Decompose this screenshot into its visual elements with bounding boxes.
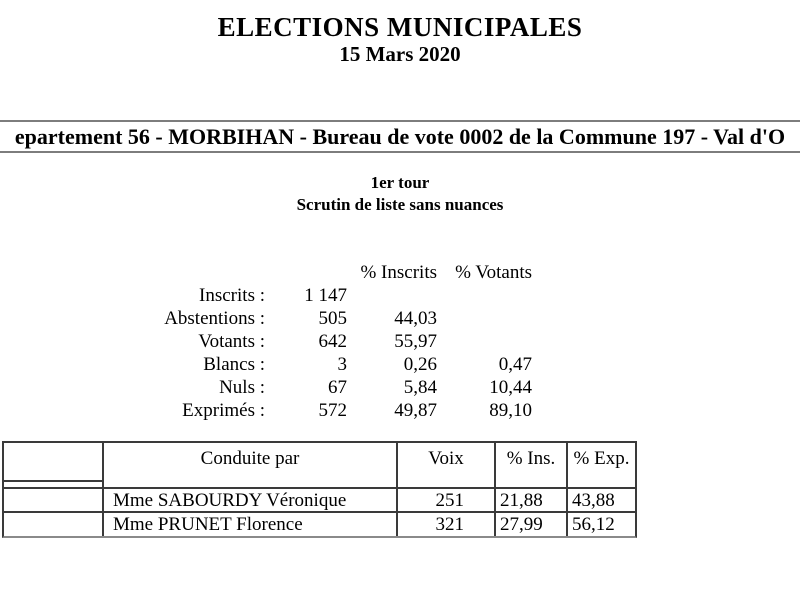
stats-label: Votants : xyxy=(198,331,265,352)
candidate-pct-inscrits: 27,99 xyxy=(496,513,568,536)
candidate-voix: 251 xyxy=(398,489,496,513)
stats-value: 1 147 xyxy=(304,285,347,306)
first-column-divider xyxy=(4,480,104,482)
stats-pct-votants: 0,47 xyxy=(498,354,532,375)
location-banner: epartement 56 - MORBIHAN - Bureau de vot… xyxy=(0,120,800,153)
results-table: Conduite par Voix % Ins. % Exp. Mme SABO… xyxy=(2,441,637,538)
stats-value: 572 xyxy=(318,400,348,421)
location-banner-text: epartement 56 - MORBIHAN - Bureau de vot… xyxy=(14,124,786,149)
results-header-voix: Voix xyxy=(398,443,496,489)
stats-pct-inscrits: 5,84 xyxy=(403,377,437,398)
results-row-list-clipped xyxy=(4,513,104,536)
stats-pct-inscrits: 0,26 xyxy=(403,354,437,375)
stats-pct-votants: 89,10 xyxy=(489,400,532,421)
stats-label: Inscrits : xyxy=(199,285,265,306)
candidate-pct-exprimes: 56,12 xyxy=(572,514,615,535)
results-header-list-clipped xyxy=(4,443,104,489)
page-title: ELECTIONS MUNICIPALES xyxy=(217,12,583,42)
stats-value: 3 xyxy=(337,354,348,375)
stats-pct-inscrits: 44,03 xyxy=(394,308,437,329)
results-header-ins: % Ins. xyxy=(496,443,568,489)
stats-label: Exprimés : xyxy=(182,400,265,421)
stats-header-empty xyxy=(105,261,265,284)
candidate-pct-exprimes: 43,88 xyxy=(568,489,635,513)
stats-pct-inscrits: 55,97 xyxy=(394,331,437,352)
participation-stats: % Inscrits % Votants Inscrits : 1 147 Ab… xyxy=(105,261,532,422)
candidate-pct-inscrits: 21,88 xyxy=(496,489,568,513)
stats-value: 642 xyxy=(318,331,348,352)
stats-label: Abstentions : xyxy=(164,308,265,329)
stats-pct-votants xyxy=(437,284,532,307)
stats-label: Nuls : xyxy=(219,377,265,398)
stats-pct-inscrits: 49,87 xyxy=(394,400,437,421)
round-info: 1er tour Scrutin de liste sans nuances xyxy=(0,172,800,216)
stats-pct-votants xyxy=(437,330,532,353)
ballot-type: Scrutin de liste sans nuances xyxy=(296,195,504,214)
election-date: 15 Mars 2020 xyxy=(339,42,461,66)
stats-pct-votants xyxy=(437,307,532,330)
stats-value: 505 xyxy=(318,308,348,329)
candidate-voix: 321 xyxy=(398,513,496,536)
stats-header-pct-votants: % Votants xyxy=(455,262,532,283)
stats-value: 67 xyxy=(328,377,347,398)
round-number: 1er tour xyxy=(370,173,430,192)
candidate-name: Mme PRUNET Florence xyxy=(104,513,398,536)
stats-pct-votants: 10,44 xyxy=(489,377,532,398)
stats-header-pct-inscrits: % Inscrits xyxy=(360,262,437,283)
stats-header-empty xyxy=(265,261,347,284)
stats-pct-inscrits xyxy=(347,284,437,307)
stats-label: Blancs : xyxy=(203,354,265,375)
results-header-conduite: Conduite par xyxy=(104,443,398,489)
candidate-name: Mme SABOURDY Véronique xyxy=(104,489,398,513)
results-row-list-clipped xyxy=(4,489,104,513)
results-header-exp: % Exp. xyxy=(568,443,635,489)
